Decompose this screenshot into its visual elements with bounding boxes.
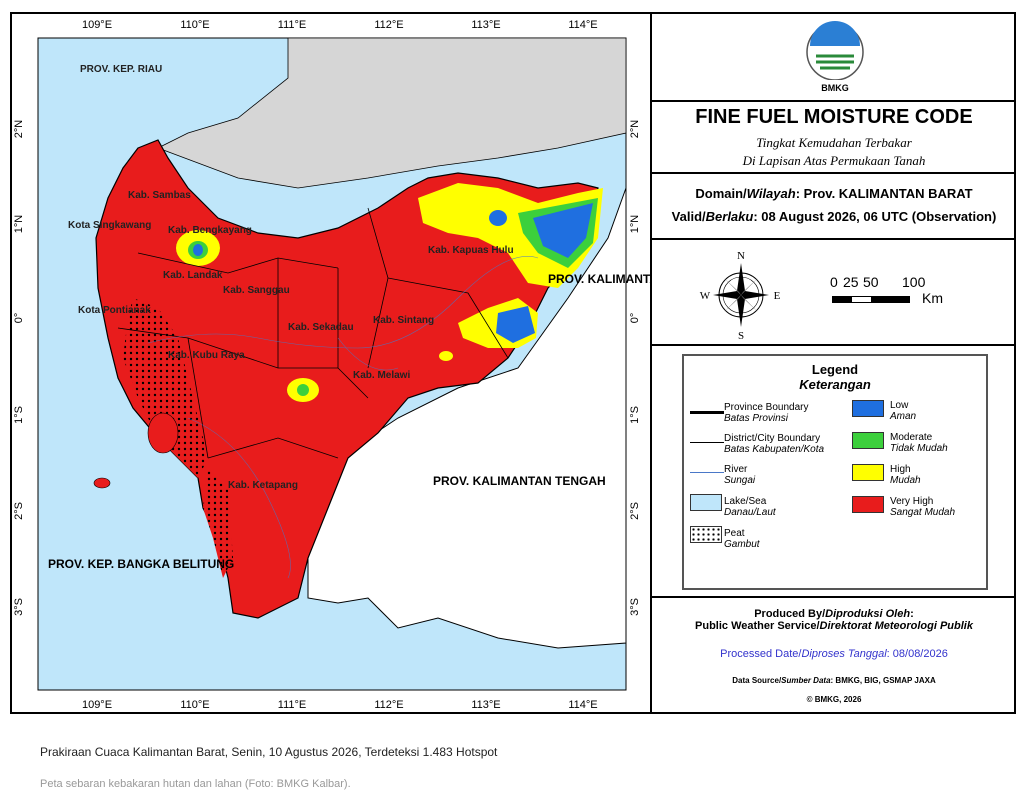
kalimantan-tengah [307,187,627,649]
fire-risk-map: 109°E 110°E 111°E 112°E 113°E 114°E 109°… [13,19,708,711]
produced-by-label: Produced By/Diproduksi Oleh: [754,608,914,620]
lat-label: 1°N [13,215,25,234]
lon-label: 111°E [278,699,306,711]
label-kab-kapuas-hulu: Kab. Kapuas Hulu [428,245,514,256]
legend-subtitle: Keterangan [799,377,871,392]
legend-section: Legend Keterangan Province Boundary Batas… [652,346,1016,598]
low-risk-area [533,203,593,258]
lat-label: 3°S [13,598,25,616]
label-prov-kep-riau: PROV. KEP. RIAU [80,64,162,75]
caption-credit: Peta sebaran kebakaran hutan dan lahan (… [40,778,351,790]
legend: Legend Keterangan Province Boundary Batas… [682,354,988,590]
lat-label: 2°N [629,120,641,139]
domain-line: Domain/Wilayah: Prov. KALIMANTAN BARAT [695,186,973,201]
lon-label: 114°E [568,699,597,711]
label-kab-sanggau: Kab. Sanggau [223,285,290,296]
produced-by: Public Weather Service/Direktorat Meteor… [695,620,973,632]
logo-text: BMKG [821,83,849,93]
copyright: © BMKG, 2026 [806,695,862,704]
bmkg-logo: BMKG [802,20,868,93]
lat-label: 1°N [629,215,641,234]
label-kab-sekadau: Kab. Sekadau [288,322,354,333]
map-subtitle-1: Tingkat Kemudahan Terbakar [756,135,912,150]
lon-label: 109°E [82,19,112,31]
legend-title: Legend [811,362,859,377]
label-prov-kalimantan-timur: PROV. KALIMANTAN TIMUR [548,272,650,286]
valid-line: Valid/Berlaku: 08 August 2026, 06 UTC (O… [671,209,997,224]
map-title: FINE FUEL MOISTURE CODE [695,106,973,128]
lat-label: 2°S [629,502,641,520]
lat-label: 0° [13,313,25,324]
label-kab-melawi: Kab. Melawi [353,370,410,381]
label-kab-sintang: Kab. Sintang [373,315,434,326]
map-subtitle-2: Di Lapisan Atas Permukaan Tanah [742,153,926,168]
island [147,412,179,454]
title-section: FINE FUEL MOISTURE CODE Tingkat Kemudaha… [652,102,1016,174]
label-kab-bengkayang: Kab. Bengkayang [168,225,252,236]
lon-label: 113°E [471,699,500,711]
peat-area [203,468,233,578]
low-risk-area [193,244,203,256]
lon-label: 112°E [374,19,403,31]
logo-section: BMKG [652,12,1016,102]
lat-label: 2°N [13,120,25,139]
caption-title: Prakiraan Cuaca Kalimantan Barat, Senin,… [40,745,498,759]
svg-text:S: S [738,330,744,340]
data-source: Data Source/Sumber Data: BMKG, BIG, GSMA… [732,676,936,685]
svg-text:E: E [774,290,781,302]
low-risk-area [496,306,535,343]
domain-section: Domain/Wilayah: Prov. KALIMANTAN BARAT V… [652,174,1016,240]
lon-label: 109°E [82,699,112,711]
lat-label: 1°S [629,406,641,424]
label-kab-ketapang: Kab. Ketapang [228,480,298,491]
label-kab-kubu-raya: Kab. Kubu Raya [168,350,245,361]
borneo-landmass [157,37,627,189]
lon-label: 113°E [471,19,500,31]
lon-label: 114°E [568,19,597,31]
scale-unit: Km [922,290,943,306]
peat-area [123,298,208,478]
lat-label: 0° [629,313,641,324]
high-risk-area [439,351,453,361]
island [93,477,111,489]
map-area: 109°E 110°E 111°E 112°E 113°E 114°E 109°… [12,14,708,712]
moderate-risk-area [297,384,309,396]
processed-date: Processed Date/Diproses Tanggal: 08/08/2… [720,648,948,660]
lon-label: 110°E [180,699,209,711]
label-kab-sambas: Kab. Sambas [128,190,191,201]
map-frame [10,12,1016,714]
low-risk-area [489,210,507,226]
svg-text:W: W [700,290,711,302]
lon-label: 110°E [180,19,209,31]
label-kab-landak: Kab. Landak [163,270,223,281]
info-panel: BMKG FINE FUEL MOISTURE CODE Tingkat Kem… [650,12,1016,714]
compass-icon: N S W E [700,250,781,340]
svg-text:N: N [737,250,745,262]
label-prov-bangka-belitung: PROV. KEP. BANGKA BELITUNG [48,557,234,571]
lat-label: 2°S [13,502,25,520]
lon-label: 111°E [278,19,306,31]
label-kota-pontianak: Kota Pontianak [78,305,151,316]
compass-scale-section: N S W E 0 25 50 100 Km [652,240,1016,346]
lat-label: 1°S [13,406,25,424]
scale-bar: 0 25 50 100 Km [830,274,943,306]
lat-label: 3°S [629,598,641,616]
label-prov-kalimantan-tengah: PROV. KALIMANTAN TENGAH [433,474,606,488]
credits-section: Produced By/Diproduksi Oleh: Public Weat… [652,598,1016,714]
label-kota-singkawang: Kota Singkawang [68,220,151,231]
lon-label: 112°E [374,699,403,711]
